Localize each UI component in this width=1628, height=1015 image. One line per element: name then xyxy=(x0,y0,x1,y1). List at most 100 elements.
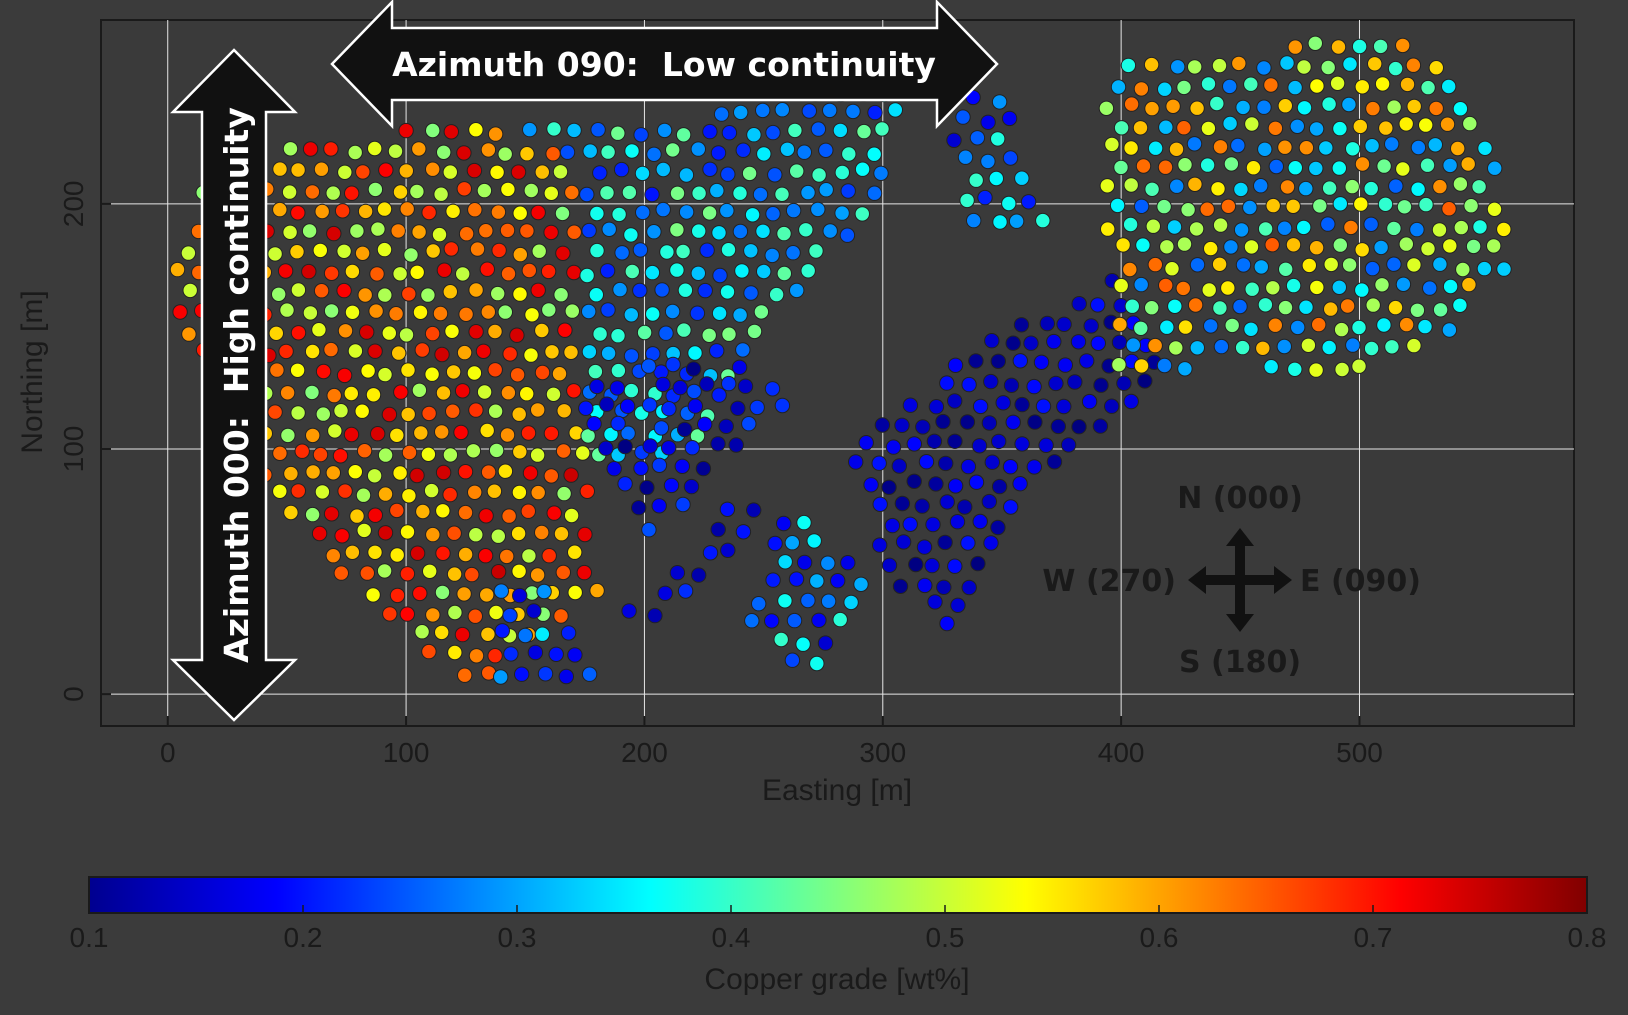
sample-point xyxy=(272,445,288,461)
sample-point xyxy=(304,343,321,360)
sample-point xyxy=(1309,78,1325,94)
sample-point xyxy=(1201,282,1217,298)
sample-point xyxy=(968,474,985,490)
sample-point xyxy=(1057,357,1074,373)
sample-point xyxy=(1496,221,1512,238)
sample-point xyxy=(1395,276,1412,292)
sample-point xyxy=(1167,298,1183,314)
sample-point xyxy=(1168,340,1184,356)
sample-point xyxy=(579,267,595,284)
sample-point xyxy=(981,415,998,431)
sample-point xyxy=(279,302,295,318)
sample-point xyxy=(180,245,197,261)
sample-point xyxy=(1027,414,1043,430)
sample-point xyxy=(1289,118,1306,135)
sample-point xyxy=(1376,317,1392,333)
sample-point xyxy=(908,556,924,573)
sample-point xyxy=(1257,297,1274,313)
sample-point xyxy=(377,447,394,463)
sample-point xyxy=(376,241,393,258)
sample-point xyxy=(558,668,574,685)
sample-point xyxy=(741,416,757,432)
sample-point xyxy=(1012,353,1028,369)
sample-point xyxy=(1268,158,1285,175)
sample-point xyxy=(1363,216,1379,233)
sample-point xyxy=(1428,100,1444,117)
sample-point xyxy=(326,225,342,242)
sample-point xyxy=(1220,198,1237,215)
sample-point xyxy=(290,325,307,341)
sample-point xyxy=(767,167,783,183)
sample-point xyxy=(713,106,730,122)
sample-point xyxy=(1176,236,1193,252)
sample-point xyxy=(863,477,879,493)
sample-point xyxy=(1323,256,1339,273)
sample-point xyxy=(990,131,1006,147)
sample-point xyxy=(1406,337,1422,354)
sample-point xyxy=(1285,198,1301,215)
sample-point xyxy=(1352,118,1369,135)
sample-point xyxy=(354,245,371,262)
sample-point xyxy=(732,307,748,323)
sample-point xyxy=(534,626,551,642)
sample-point xyxy=(619,398,636,414)
sample-point xyxy=(1341,257,1358,273)
sample-point xyxy=(1363,340,1380,357)
sample-point xyxy=(490,564,507,580)
sample-point xyxy=(1331,160,1348,176)
sample-point xyxy=(399,201,415,217)
sample-point xyxy=(968,172,984,188)
sample-point xyxy=(420,287,436,303)
sample-point xyxy=(1115,237,1131,253)
sample-point xyxy=(677,282,694,298)
sample-point xyxy=(936,579,952,595)
sample-point xyxy=(479,422,495,439)
sample-point xyxy=(466,162,483,179)
sample-point xyxy=(1465,238,1482,255)
sample-point xyxy=(1334,361,1350,378)
sample-point xyxy=(947,558,963,574)
sample-point xyxy=(678,204,695,220)
sample-point xyxy=(655,161,671,178)
sample-point xyxy=(289,244,305,260)
sample-point xyxy=(767,535,783,552)
sample-point xyxy=(327,423,343,439)
sample-point xyxy=(832,611,848,628)
sample-point xyxy=(401,488,417,504)
sample-point xyxy=(915,419,931,435)
sample-point xyxy=(873,165,889,182)
sample-point xyxy=(421,204,437,221)
sample-point xyxy=(1213,338,1230,355)
sample-point xyxy=(928,399,945,415)
sample-point xyxy=(731,359,748,375)
sample-point xyxy=(367,181,384,198)
sample-point xyxy=(457,504,474,521)
sample-point xyxy=(586,416,602,432)
sample-point xyxy=(752,186,769,203)
colorbar-tick-label: 0.2 xyxy=(284,922,323,953)
sample-point xyxy=(874,417,891,433)
sample-point xyxy=(466,365,483,381)
sample-point xyxy=(313,283,330,299)
sample-point xyxy=(1287,160,1304,176)
compass-south-label: S (180) xyxy=(1179,645,1301,680)
sample-point xyxy=(1308,160,1324,177)
colorbar-tick-label: 0.6 xyxy=(1140,922,1179,953)
sample-point xyxy=(399,524,416,540)
sample-point xyxy=(1300,337,1317,353)
sample-point xyxy=(521,262,537,279)
sample-point xyxy=(822,102,838,119)
sample-point xyxy=(551,366,568,382)
sample-point xyxy=(543,185,559,202)
sample-point xyxy=(1420,79,1436,96)
sample-point xyxy=(1406,257,1422,273)
sample-point xyxy=(1212,217,1229,233)
sample-point xyxy=(376,563,393,579)
sample-point xyxy=(617,476,633,492)
sample-point xyxy=(957,499,973,515)
sample-point xyxy=(1186,136,1203,152)
sample-point xyxy=(332,448,349,464)
sample-point xyxy=(468,122,484,138)
sample-point xyxy=(566,122,582,139)
sample-point xyxy=(311,525,328,542)
